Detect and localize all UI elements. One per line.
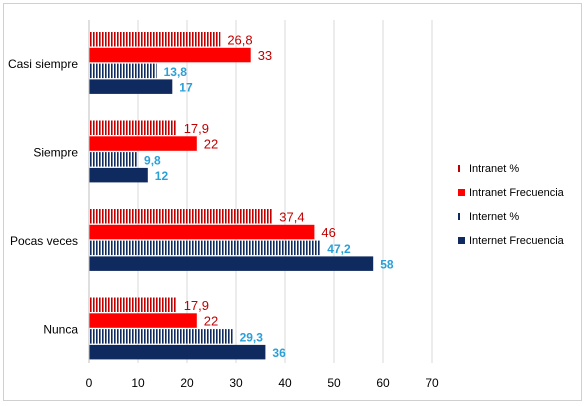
data-label: 22 <box>204 314 218 329</box>
bars: 26,83313,81717,9229,81237,44647,25817,92… <box>89 32 394 360</box>
data-label: 33 <box>258 48 272 63</box>
legend-swatch <box>458 165 460 172</box>
data-label: 26,8 <box>227 32 252 47</box>
bar <box>89 120 177 135</box>
data-label: 22 <box>204 137 218 152</box>
category-label: Siempre <box>33 145 78 159</box>
legend-label: Internet % <box>469 211 519 223</box>
bar <box>89 344 266 360</box>
bar <box>89 313 197 328</box>
legend-label: Intranet Frecuencia <box>469 187 565 199</box>
bar <box>89 256 374 271</box>
data-label: 37,4 <box>279 209 304 224</box>
data-label: 9,8 <box>144 153 161 167</box>
category-label: Nunca <box>43 322 78 336</box>
data-label: 47,2 <box>327 242 351 256</box>
x-tick-label: 20 <box>180 376 194 390</box>
legend-swatch <box>458 237 465 244</box>
bar <box>89 47 251 63</box>
legend: Intranet % Intranet Frecuencia Internet % I… <box>458 163 565 247</box>
x-tick-label: 60 <box>376 376 390 390</box>
bar <box>89 240 321 256</box>
data-label: 12 <box>155 169 169 183</box>
data-label: 17 <box>179 81 193 95</box>
data-label: 46 <box>321 225 335 240</box>
category-label: Casi siempre <box>8 57 78 71</box>
legend-swatch <box>458 189 465 196</box>
bar <box>89 329 233 344</box>
axes: 0 10 20 30 40 50 60 70 Casi siempre Siempre Pocas … <box>8 20 439 390</box>
data-label: 58 <box>380 258 394 272</box>
bar <box>89 224 315 240</box>
x-tick-label: 0 <box>86 376 93 390</box>
bar <box>89 136 197 151</box>
data-label: 13,8 <box>164 65 188 79</box>
data-label: 36 <box>272 346 286 360</box>
x-tick-label: 40 <box>278 376 292 390</box>
bar <box>89 152 138 167</box>
x-tick-label: 10 <box>131 376 145 390</box>
legend-label: Internet Frecuencia <box>469 235 565 247</box>
category-label: Pocas veces <box>10 234 78 248</box>
bar <box>89 79 173 94</box>
data-label: 17,9 <box>184 298 209 313</box>
bar <box>89 63 157 79</box>
x-tick-label: 30 <box>229 376 243 390</box>
data-label: 29,3 <box>240 330 264 344</box>
bar <box>89 209 273 224</box>
x-tick-label: 70 <box>425 376 439 390</box>
bar <box>89 32 221 47</box>
legend-swatch <box>458 213 460 220</box>
data-label: 17,9 <box>184 121 209 136</box>
bar <box>89 297 177 312</box>
x-tick-label: 50 <box>327 376 341 390</box>
legend-label: Intranet % <box>469 163 519 175</box>
bar <box>89 167 148 183</box>
